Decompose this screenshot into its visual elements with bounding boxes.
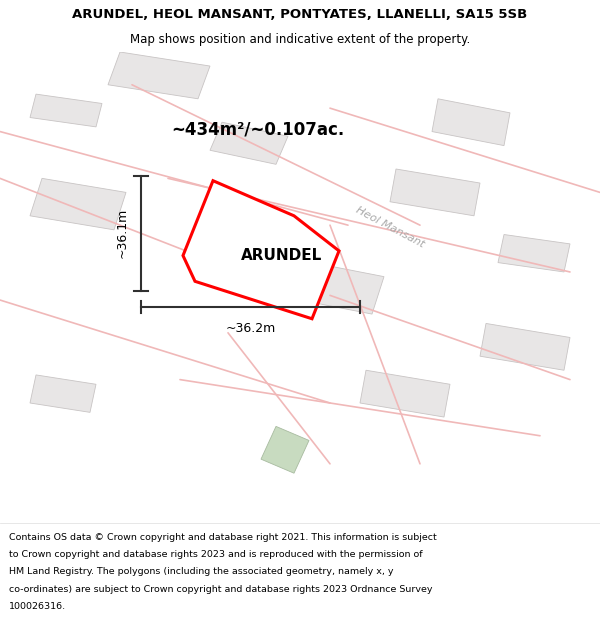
Text: HM Land Registry. The polygons (including the associated geometry, namely x, y: HM Land Registry. The polygons (includin… bbox=[9, 568, 394, 576]
Text: to Crown copyright and database rights 2023 and is reproduced with the permissio: to Crown copyright and database rights 2… bbox=[9, 550, 422, 559]
Polygon shape bbox=[480, 324, 570, 370]
Text: ARUNDEL: ARUNDEL bbox=[241, 248, 323, 263]
Polygon shape bbox=[30, 94, 102, 127]
Text: ARUNDEL, HEOL MANSANT, PONTYATES, LLANELLI, SA15 5SB: ARUNDEL, HEOL MANSANT, PONTYATES, LLANEL… bbox=[73, 8, 527, 21]
Polygon shape bbox=[108, 52, 210, 99]
Text: Contains OS data © Crown copyright and database right 2021. This information is : Contains OS data © Crown copyright and d… bbox=[9, 532, 437, 542]
Polygon shape bbox=[210, 122, 288, 164]
Polygon shape bbox=[432, 99, 510, 146]
Polygon shape bbox=[30, 375, 96, 413]
Text: ~36.1m: ~36.1m bbox=[115, 208, 128, 259]
Polygon shape bbox=[261, 426, 309, 473]
Text: co-ordinates) are subject to Crown copyright and database rights 2023 Ordnance S: co-ordinates) are subject to Crown copyr… bbox=[9, 584, 433, 594]
Polygon shape bbox=[360, 370, 450, 417]
Polygon shape bbox=[300, 262, 384, 314]
Polygon shape bbox=[183, 181, 339, 319]
Polygon shape bbox=[228, 216, 282, 249]
Text: ~36.2m: ~36.2m bbox=[226, 322, 275, 334]
Text: Map shows position and indicative extent of the property.: Map shows position and indicative extent… bbox=[130, 32, 470, 46]
Polygon shape bbox=[30, 178, 126, 230]
Text: 100026316.: 100026316. bbox=[9, 602, 66, 611]
Polygon shape bbox=[390, 169, 480, 216]
Text: ~434m²/~0.107ac.: ~434m²/~0.107ac. bbox=[172, 120, 344, 138]
Text: Heol Mansant: Heol Mansant bbox=[354, 205, 426, 250]
Polygon shape bbox=[498, 234, 570, 272]
